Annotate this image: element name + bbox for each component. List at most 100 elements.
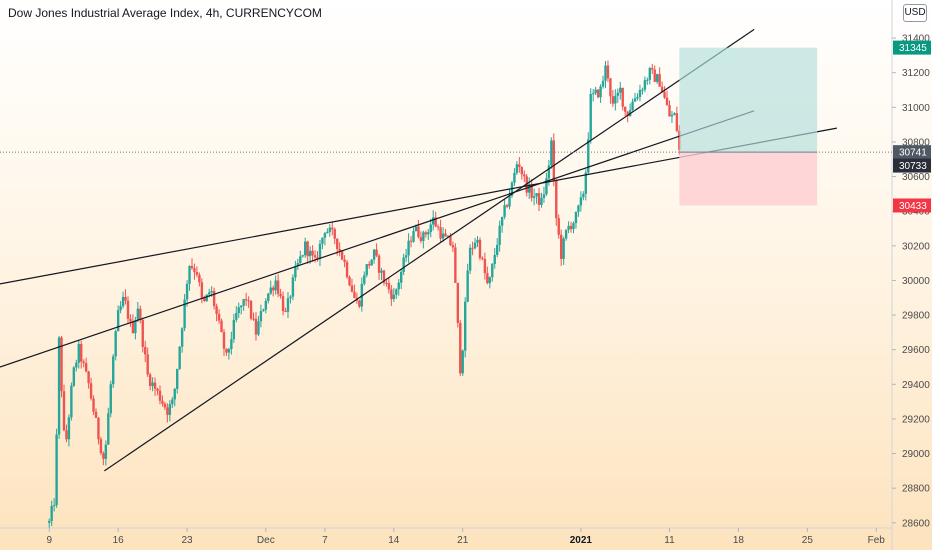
candle-body	[510, 182, 514, 196]
candle-body	[272, 287, 275, 291]
candle-body	[92, 398, 95, 412]
candle-body	[404, 255, 408, 258]
candle-body	[441, 233, 445, 239]
candle-body	[212, 291, 216, 307]
currency-button[interactable]: USD	[903, 4, 927, 22]
candle-body	[158, 390, 162, 401]
candle-body	[673, 113, 676, 115]
trendline-upper-channel	[104, 28, 755, 472]
y-tick-label: 30600	[902, 172, 930, 183]
x-tick-label: 16	[113, 535, 125, 546]
candle-body	[532, 196, 536, 198]
candle-body	[402, 257, 405, 272]
candle-body	[577, 205, 580, 212]
chart-title: Dow Jones Industrial Average Index, 4h, …	[8, 6, 322, 20]
candle-body	[80, 343, 83, 362]
candle-body	[326, 231, 329, 234]
y-tick-label: 31200	[902, 68, 930, 79]
candle-body	[380, 270, 383, 273]
candle-body	[579, 197, 583, 206]
candle-body	[306, 241, 309, 257]
candle-body	[269, 287, 272, 294]
candle-body	[530, 184, 533, 198]
y-tick-label: 28800	[902, 484, 930, 495]
candle-body	[488, 277, 492, 284]
candle-body	[584, 172, 588, 194]
y-tick-label: 29200	[902, 414, 930, 425]
candle-body	[163, 403, 167, 408]
candle-body	[173, 388, 176, 400]
y-tick-label: 31400	[902, 34, 930, 45]
candle-body	[377, 255, 381, 273]
candle-body	[333, 229, 336, 239]
candle-body	[446, 236, 450, 238]
x-tick-label: 11	[664, 535, 675, 546]
candle-body	[572, 223, 575, 230]
y-tick-label: 31000	[902, 103, 930, 114]
candle-body	[316, 257, 319, 259]
candle-body	[550, 140, 553, 166]
position-stop-zone	[679, 152, 818, 206]
candle-body	[471, 247, 474, 249]
candle-body	[569, 225, 573, 230]
candle-body	[188, 265, 191, 284]
candle-body	[587, 139, 590, 173]
candle-body	[424, 232, 428, 235]
candle-body	[139, 308, 142, 321]
trendline-lower-channel	[0, 110, 755, 368]
candle-body	[631, 101, 634, 111]
candle-body	[281, 296, 285, 312]
candle-body	[348, 276, 351, 286]
candle-body	[254, 318, 258, 335]
candle-body	[675, 113, 679, 131]
candle-body	[400, 271, 403, 283]
candle-body	[545, 178, 548, 195]
candle-body	[141, 320, 144, 347]
candle-body	[574, 211, 578, 224]
candle-body	[668, 105, 671, 117]
price-label-box	[893, 198, 931, 213]
candle-body	[601, 80, 605, 87]
candle-body	[82, 361, 85, 364]
candle-body	[198, 274, 201, 283]
candle-body	[503, 205, 506, 217]
candle-body	[655, 74, 659, 82]
candle-body	[328, 227, 332, 232]
candle-body	[505, 205, 509, 207]
candle-body	[185, 283, 189, 300]
candle-body	[414, 226, 418, 232]
candle-body	[345, 262, 349, 277]
candle-body	[131, 321, 135, 334]
candle-body	[564, 229, 568, 239]
candle-body	[52, 505, 56, 507]
price-label-text: 31345	[899, 43, 927, 54]
candle-body	[434, 217, 437, 227]
candle-body	[244, 299, 248, 301]
candle-body	[483, 258, 487, 274]
candle-body	[375, 249, 378, 256]
candle-body	[591, 93, 595, 95]
candle-body	[331, 227, 334, 230]
candle-body	[217, 313, 221, 321]
candle-body	[476, 239, 479, 243]
candle-body	[129, 318, 132, 322]
candle-body	[311, 250, 314, 256]
candle-body	[264, 300, 268, 310]
candle-body	[97, 417, 100, 440]
candle-body	[200, 282, 204, 298]
candle-body	[77, 343, 80, 363]
candle-body	[643, 80, 647, 90]
candle-body	[70, 385, 73, 418]
candle-body	[486, 273, 489, 284]
candle-body	[94, 411, 98, 418]
candle-body	[427, 232, 430, 235]
candle-body	[436, 226, 440, 228]
candle-body	[276, 280, 280, 294]
x-tick-label: 23	[182, 535, 194, 546]
candle-body	[99, 439, 103, 454]
candle-body	[296, 263, 300, 267]
candle-body	[623, 106, 627, 112]
candle-body	[663, 92, 666, 98]
candle-body	[225, 348, 228, 353]
